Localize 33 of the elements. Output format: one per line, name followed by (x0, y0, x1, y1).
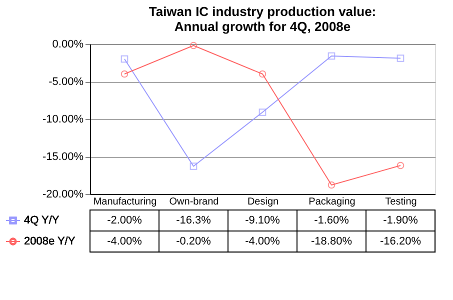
data-label: -16.3% (176, 214, 212, 226)
x-tick-label: Testing (385, 196, 417, 208)
point (120, 70, 128, 78)
data-label: -1.60% (314, 214, 350, 226)
data-label: -9.10% (245, 214, 280, 226)
chart-title: Taiwan IC industry production value: Annual growth for 4Q, 2008e (148, 4, 376, 34)
point (190, 162, 198, 170)
legend-label: 4Q Y/Y (24, 214, 60, 226)
legend-label: 2008e Y/Y (24, 236, 76, 248)
point (120, 55, 128, 63)
y-tick-label: -10.00% (42, 114, 84, 126)
x-tick-label: Packaging (308, 196, 356, 208)
data-label: -18.80% (311, 236, 352, 248)
point (396, 162, 404, 170)
point (328, 181, 336, 189)
data-label: -4.00% (245, 236, 280, 248)
point (258, 70, 266, 78)
point (328, 52, 336, 60)
point (258, 108, 266, 116)
data-label: -2.00% (107, 214, 142, 226)
y-tick-label: -15.00% (42, 151, 84, 163)
data-label: -1.90% (383, 214, 418, 226)
y-tick-label: -5.00% (48, 76, 84, 88)
point (396, 54, 404, 62)
data-label: -16.20% (380, 236, 422, 248)
x-tick-label: Own-brand (169, 196, 219, 208)
data-label: -4.00% (107, 236, 142, 248)
point (190, 42, 198, 50)
data-label: -0.20% (176, 236, 212, 248)
y-tick-label: -20.00% (42, 188, 84, 200)
x-tick-label: Design (247, 196, 279, 208)
x-tick-label: Manufacturing (93, 196, 157, 208)
y-tick-label: 0.00% (52, 38, 84, 50)
